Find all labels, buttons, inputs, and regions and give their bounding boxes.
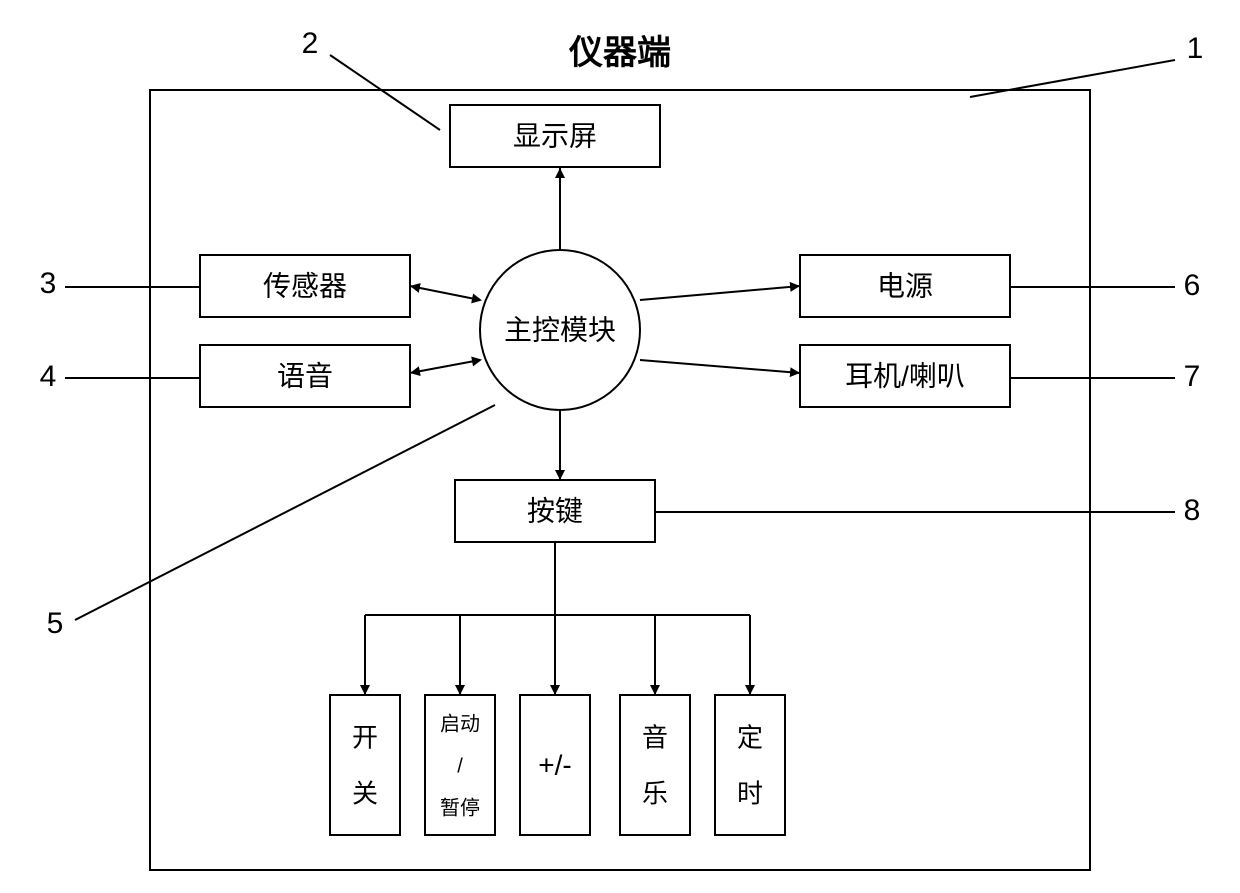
- btn-startstop-label-1: /: [457, 755, 463, 777]
- center-node-label: 主控模块: [504, 314, 616, 345]
- node-speaker-label: 耳机/喇叭: [845, 360, 965, 391]
- btn-startstop-label-2: 暂停: [440, 796, 480, 819]
- node-sensor-label: 传感器: [263, 270, 347, 301]
- block-diagram: 仪器端显示屏传感器语音 电源耳机/喇叭按键 主控模块开关 启动 / 暂停 +/- 音乐 定时 1 2…: [0, 0, 1240, 893]
- callout-num-2: 2: [302, 27, 319, 60]
- callout-num-3: 3: [40, 267, 57, 300]
- btn-switch-label-1: 关: [352, 779, 378, 809]
- btn-timer-label-0: 定: [737, 723, 763, 753]
- btn-timer-label-1: 时: [737, 779, 763, 809]
- btn-startstop-label-0: 启动: [440, 712, 480, 735]
- node-voice-label: 语音: [277, 360, 333, 391]
- btn-music-label-0: 音: [642, 723, 668, 753]
- callout-num-5: 5: [47, 607, 64, 640]
- callout-num-8: 8: [1184, 494, 1201, 527]
- callout-num-4: 4: [40, 360, 57, 393]
- btn-switch-label-0: 开: [352, 723, 378, 753]
- node-keys-label: 按键: [527, 495, 583, 526]
- btn-timer: [715, 695, 785, 835]
- btn-music-label-1: 乐: [642, 779, 668, 809]
- callout-num-7: 7: [1184, 360, 1201, 393]
- btn-music: [620, 695, 690, 835]
- btn-switch: [330, 695, 400, 835]
- node-display-label: 显示屏: [513, 120, 597, 151]
- node-power-label: 电源: [877, 270, 933, 301]
- diagram-title: 仪器端: [568, 34, 671, 72]
- btn-plusminus-label: +/-: [538, 749, 571, 780]
- callout-num-1: 1: [1187, 32, 1204, 65]
- callout-num-6: 6: [1184, 269, 1201, 302]
